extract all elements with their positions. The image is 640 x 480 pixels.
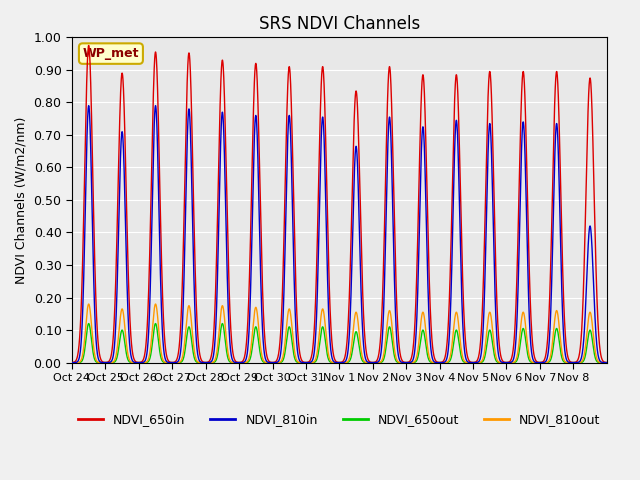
Y-axis label: NDVI Channels (W/m2/nm): NDVI Channels (W/m2/nm) (15, 116, 28, 284)
Legend: NDVI_650in, NDVI_810in, NDVI_650out, NDVI_810out: NDVI_650in, NDVI_810in, NDVI_650out, NDV… (73, 408, 605, 431)
Text: WP_met: WP_met (83, 47, 139, 60)
Title: SRS NDVI Channels: SRS NDVI Channels (259, 15, 420, 33)
